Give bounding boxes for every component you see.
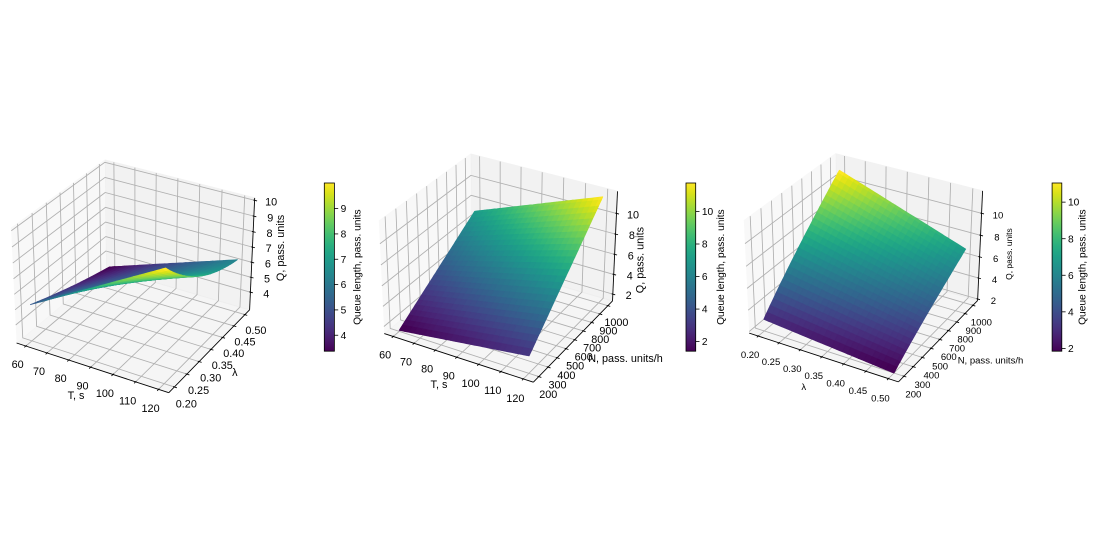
svg-text:8: 8 xyxy=(341,230,347,241)
svg-text:8: 8 xyxy=(994,233,999,244)
svg-text:200: 200 xyxy=(905,390,921,401)
svg-text:1000: 1000 xyxy=(971,318,992,329)
svg-text:110: 110 xyxy=(119,396,136,408)
svg-text:300: 300 xyxy=(915,380,931,391)
svg-text:8: 8 xyxy=(702,240,708,251)
svg-text:Q, pass. units: Q, pass. units xyxy=(1004,228,1014,280)
svg-text:900: 900 xyxy=(599,325,617,337)
svg-text:8: 8 xyxy=(267,228,273,240)
svg-text:5: 5 xyxy=(264,273,270,285)
svg-text:2: 2 xyxy=(626,290,632,302)
svg-text:Queue length, pass. units: Queue length, pass. units xyxy=(1078,209,1089,325)
svg-text:600: 600 xyxy=(941,352,957,363)
svg-text:0.50: 0.50 xyxy=(871,393,890,404)
svg-text:120: 120 xyxy=(142,403,160,415)
svg-text:4: 4 xyxy=(702,305,708,316)
svg-text:100: 100 xyxy=(96,388,114,400)
svg-text:0.40: 0.40 xyxy=(223,348,244,360)
svg-text:400: 400 xyxy=(557,370,575,382)
svg-text:0.45: 0.45 xyxy=(849,386,868,397)
svg-text:110: 110 xyxy=(484,385,501,397)
svg-text:9: 9 xyxy=(267,212,273,224)
svg-text:10: 10 xyxy=(702,207,714,218)
svg-text:0.35: 0.35 xyxy=(212,360,233,372)
svg-text:10: 10 xyxy=(993,211,1004,222)
svg-text:80: 80 xyxy=(421,363,433,375)
svg-text:6: 6 xyxy=(993,254,998,265)
svg-text:70: 70 xyxy=(33,366,45,378)
svg-text:1000: 1000 xyxy=(604,317,628,329)
svg-text:6: 6 xyxy=(341,280,347,291)
svg-text:70: 70 xyxy=(400,356,412,368)
svg-text:0.30: 0.30 xyxy=(783,364,802,375)
svg-text:N, pass. units/h: N, pass. units/h xyxy=(958,355,1024,366)
svg-text:300: 300 xyxy=(548,379,566,391)
svg-text:0.40: 0.40 xyxy=(826,378,845,389)
svg-text:T, s: T, s xyxy=(431,379,448,391)
svg-text:500: 500 xyxy=(566,361,584,373)
svg-text:0.25: 0.25 xyxy=(762,357,781,368)
svg-text:2: 2 xyxy=(991,296,996,307)
svg-text:2: 2 xyxy=(702,337,708,348)
svg-text:0.35: 0.35 xyxy=(805,371,824,382)
svg-text:10: 10 xyxy=(265,197,277,209)
svg-text:4: 4 xyxy=(627,270,633,282)
svg-text:6: 6 xyxy=(265,258,271,270)
svg-text:600: 600 xyxy=(575,352,593,364)
svg-text:4: 4 xyxy=(992,275,998,286)
svg-text:500: 500 xyxy=(932,361,948,372)
svg-text:100: 100 xyxy=(462,378,480,390)
svg-text:7: 7 xyxy=(341,255,347,266)
svg-text:900: 900 xyxy=(966,326,982,337)
svg-text:60: 60 xyxy=(12,359,24,371)
svg-text:700: 700 xyxy=(949,343,965,354)
svg-text:λ: λ xyxy=(801,382,806,393)
svg-text:0.30: 0.30 xyxy=(200,373,221,385)
svg-text:Queue length, pass. units: Queue length, pass. units xyxy=(353,209,364,325)
svg-text:N, pass. units/h: N, pass. units/h xyxy=(588,353,663,365)
svg-text:90: 90 xyxy=(77,381,89,393)
svg-text:Queue length, pass. units: Queue length, pass. units xyxy=(716,209,727,325)
svg-text:7: 7 xyxy=(266,243,272,255)
svg-text:60: 60 xyxy=(379,349,391,361)
svg-text:9: 9 xyxy=(341,204,347,215)
svg-text:80: 80 xyxy=(55,373,67,385)
svg-text:0.45: 0.45 xyxy=(234,336,255,348)
svg-text:120: 120 xyxy=(506,393,524,405)
svg-text:Q, pass. units: Q, pass. units xyxy=(635,226,647,293)
svg-text:4: 4 xyxy=(1068,307,1074,318)
svg-text:4: 4 xyxy=(263,288,269,300)
svg-text:λ: λ xyxy=(232,367,238,379)
svg-text:0.20: 0.20 xyxy=(741,350,760,361)
svg-text:400: 400 xyxy=(924,371,940,382)
svg-text:0.20: 0.20 xyxy=(176,398,197,410)
svg-text:10: 10 xyxy=(1068,198,1080,209)
svg-text:200: 200 xyxy=(539,389,557,401)
svg-text:8: 8 xyxy=(629,230,635,242)
svg-text:6: 6 xyxy=(702,272,708,283)
svg-text:6: 6 xyxy=(1068,271,1074,282)
svg-text:5: 5 xyxy=(341,306,347,317)
svg-text:2: 2 xyxy=(1068,344,1074,355)
svg-text:90: 90 xyxy=(443,371,455,383)
svg-text:Q, pass. units: Q, pass. units xyxy=(275,214,287,281)
svg-text:800: 800 xyxy=(591,334,609,346)
svg-text:4: 4 xyxy=(341,331,347,342)
svg-text:8: 8 xyxy=(1068,234,1074,245)
svg-text:700: 700 xyxy=(583,343,601,355)
svg-text:6: 6 xyxy=(628,251,634,263)
svg-text:0.25: 0.25 xyxy=(188,385,209,397)
svg-text:10: 10 xyxy=(627,210,639,222)
svg-text:0.50: 0.50 xyxy=(245,325,266,337)
svg-text:T, s: T, s xyxy=(68,390,85,402)
svg-text:800: 800 xyxy=(957,335,973,346)
